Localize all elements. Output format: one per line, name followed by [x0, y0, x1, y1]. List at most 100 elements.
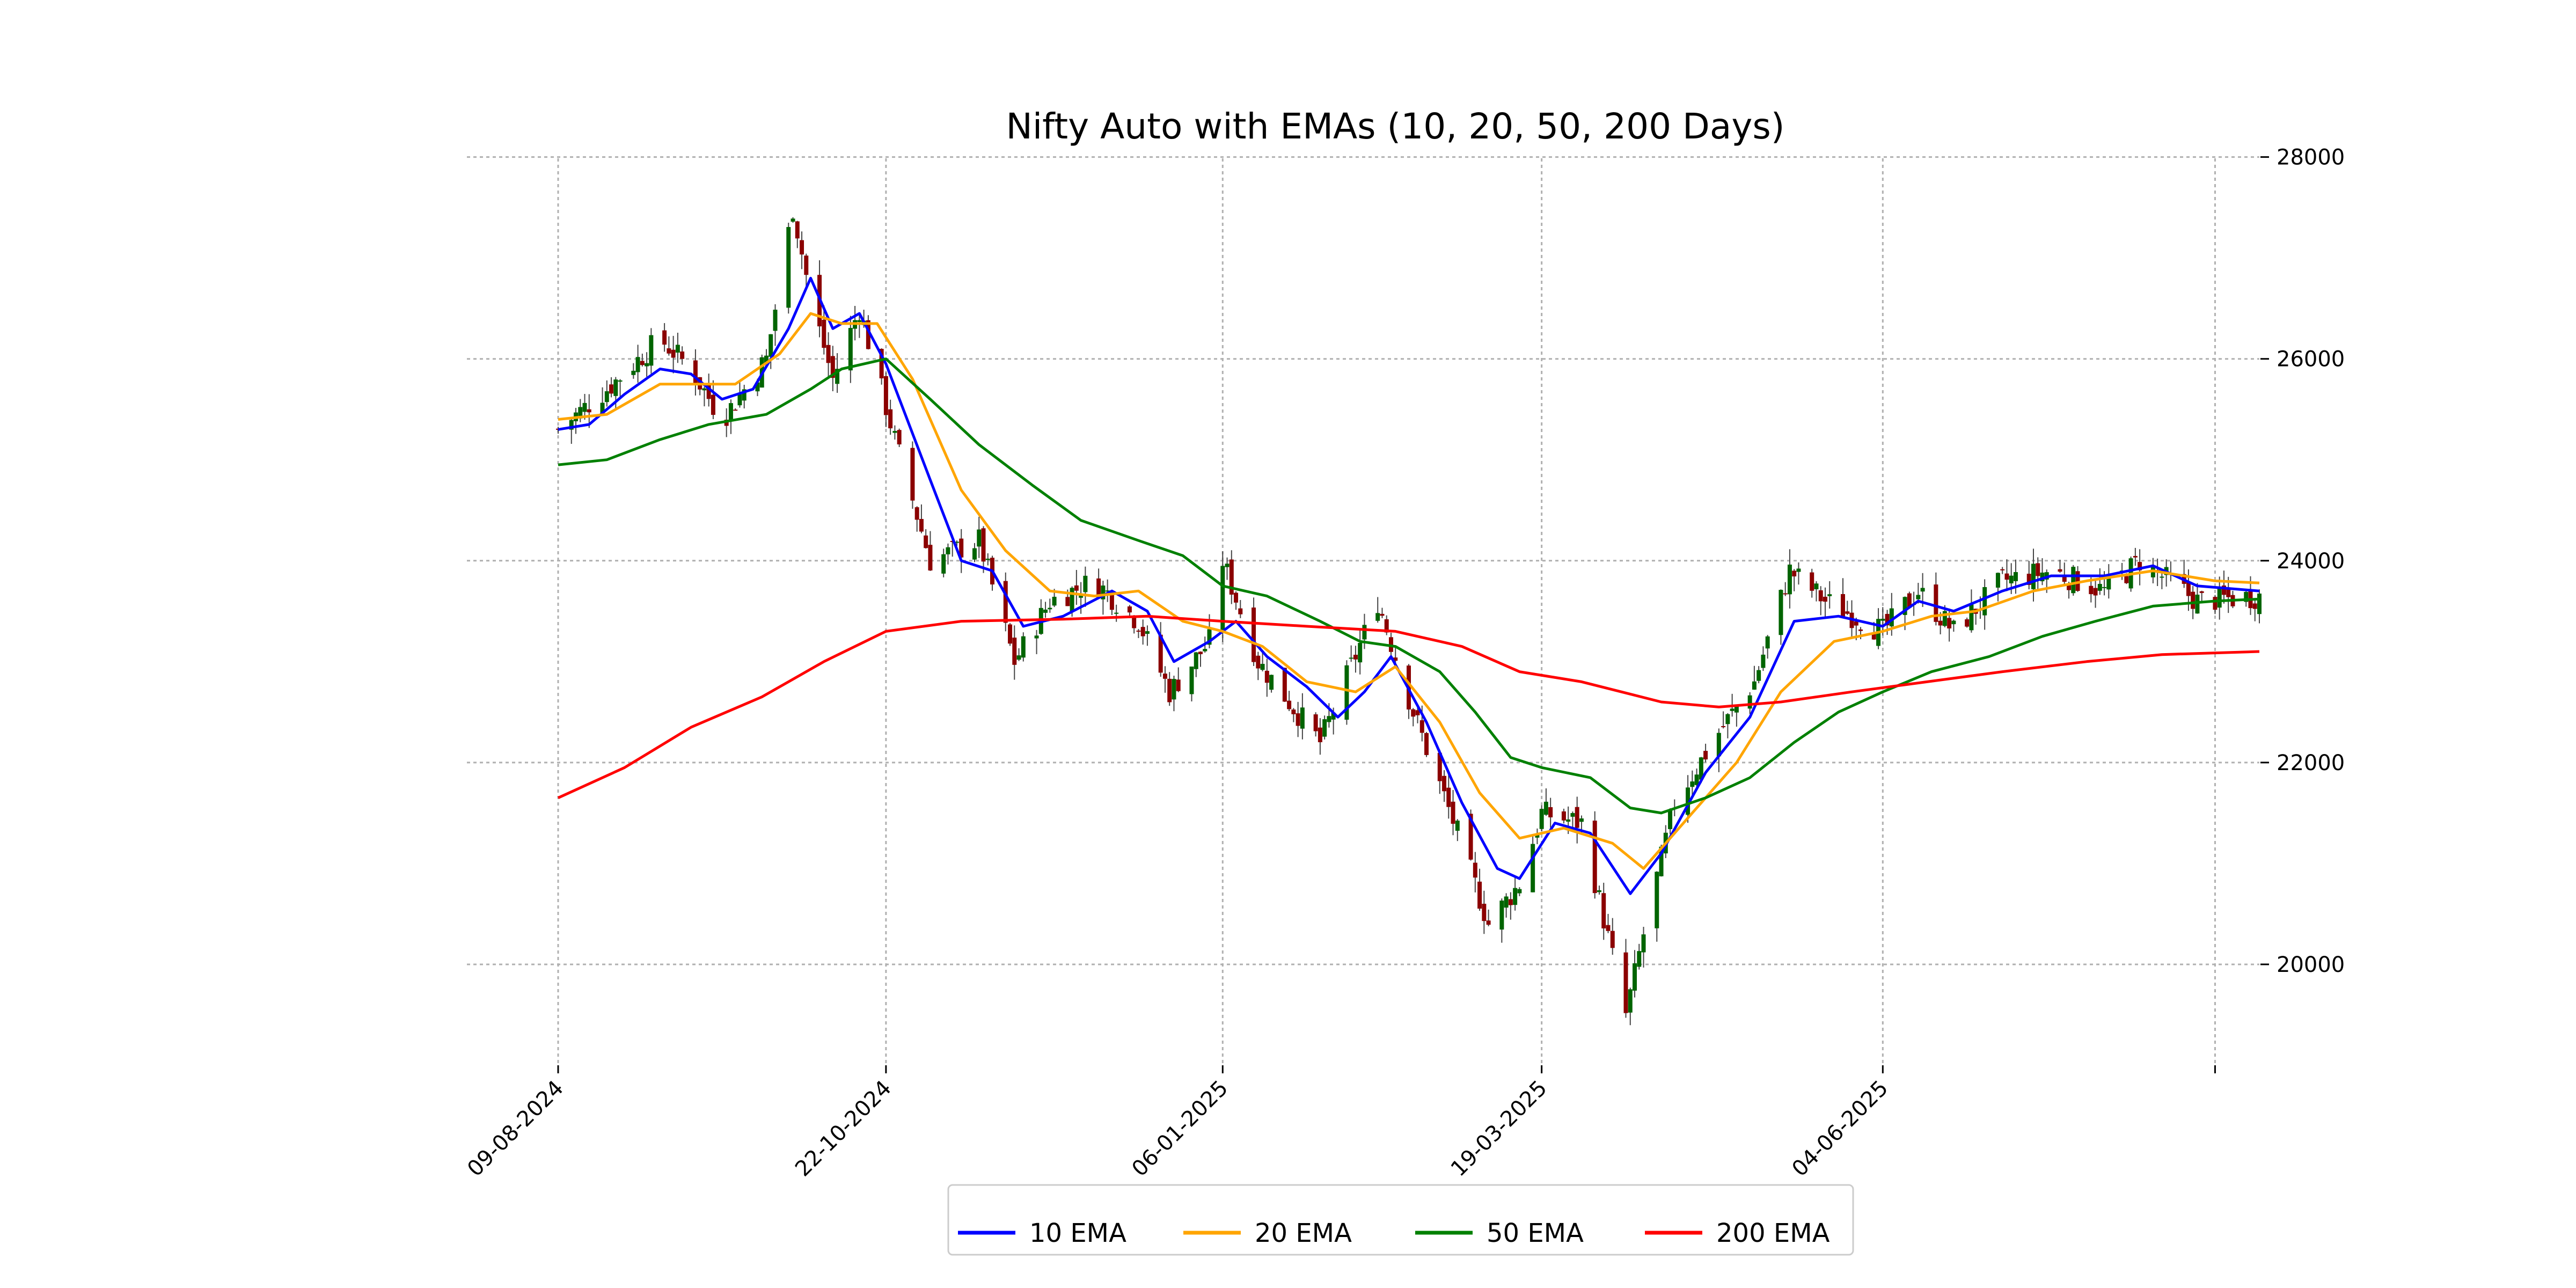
candle-up — [742, 389, 747, 401]
candle-up — [2244, 591, 2249, 602]
candle-down — [1162, 674, 1167, 679]
candle-up — [604, 391, 609, 402]
candle-up — [631, 370, 636, 375]
candle-up — [1207, 629, 1212, 645]
candle-up — [1269, 675, 1274, 690]
candle-down — [1291, 709, 1296, 714]
candle-down — [1380, 613, 1385, 616]
candle-up — [1690, 781, 1695, 787]
candle-up — [1539, 809, 1544, 829]
candle-down — [879, 349, 884, 378]
candle-up — [618, 380, 623, 382]
candle-up — [1747, 695, 1752, 709]
candle-down — [1256, 655, 1261, 669]
candle-down — [950, 540, 955, 542]
candle-down — [1854, 621, 1858, 626]
candle-up — [1331, 712, 1336, 720]
candle-up — [1517, 889, 1522, 894]
candle-down — [1965, 619, 1970, 627]
candle-up — [835, 369, 840, 384]
candle-up — [1260, 664, 1265, 670]
candle-down — [1473, 862, 1477, 878]
candle-up — [1016, 655, 1021, 660]
candle-down — [1393, 657, 1398, 661]
candle-down — [914, 507, 919, 520]
candle-down — [693, 360, 698, 384]
candle-down — [1606, 925, 1611, 931]
candle-down — [800, 240, 804, 255]
candle-down — [830, 356, 835, 378]
candle-down — [1823, 596, 1827, 602]
candle-up — [635, 357, 640, 372]
candle-up — [2257, 594, 2262, 614]
candle-up — [1300, 707, 1305, 729]
candle-down — [2036, 563, 2040, 576]
candle-down — [795, 221, 800, 239]
candle-up — [1570, 813, 1575, 817]
candle-up — [857, 320, 862, 322]
candle-down — [1238, 608, 1243, 614]
y-tick-label: 22000 — [2277, 751, 2345, 775]
candle-up — [1814, 583, 1819, 590]
candle-down — [1508, 899, 1513, 905]
candle-up — [2102, 587, 2107, 588]
candle-down — [1907, 593, 1912, 608]
candle-down — [2252, 603, 2257, 609]
candle-up — [1637, 951, 1642, 967]
candle-up — [1499, 901, 1504, 930]
ema-line-50 — [558, 357, 2260, 815]
ema-line-200 — [557, 614, 2260, 799]
candle-down — [1810, 572, 1814, 591]
candle-up — [1566, 819, 1571, 822]
candle-up — [1942, 611, 1947, 626]
candle-down — [1252, 608, 1256, 662]
candle-up — [578, 407, 583, 419]
candle-down — [1468, 814, 1473, 860]
candle-down — [1012, 638, 1017, 665]
candle-down — [2089, 586, 2094, 595]
ema-lines-layer — [557, 276, 2260, 895]
candle-down — [680, 351, 685, 359]
candle-up — [1920, 588, 1925, 592]
legend-frame — [947, 1184, 1854, 1256]
candle-down — [1486, 920, 1491, 925]
candle-up — [1761, 654, 1766, 668]
legend-label-200-ema: 200 EMA — [1716, 1218, 1830, 1248]
candle-up — [1597, 890, 1601, 892]
candle-down — [897, 430, 902, 445]
candle-down — [981, 528, 986, 562]
x-tick-label: 19-03-2025 — [1446, 1076, 1552, 1182]
candle-up — [1114, 612, 1119, 614]
candle-down — [928, 545, 933, 571]
candle-down — [1353, 655, 1358, 660]
candle-up — [582, 402, 587, 412]
candle-up — [1513, 888, 1518, 905]
candle-up — [1765, 636, 1770, 649]
candle-up — [1641, 934, 1646, 953]
candle-up — [1327, 716, 1331, 722]
ema-line-20 — [558, 312, 2260, 870]
candle-up — [1916, 595, 1921, 599]
candle-down — [1229, 559, 1234, 595]
candle-down — [640, 361, 645, 365]
candle-down — [706, 383, 711, 399]
candle-up — [1344, 665, 1349, 720]
candle-down — [1575, 807, 1579, 828]
x-tick-label: 22-10-2024 — [791, 1076, 896, 1182]
candle-down — [1721, 726, 1726, 728]
candle-up — [954, 541, 959, 543]
candle-down — [1096, 578, 1101, 598]
candle-up — [702, 388, 707, 391]
candle-up — [786, 227, 791, 308]
candle-up — [946, 547, 950, 554]
candle-down — [1885, 613, 1890, 626]
candle-down — [888, 409, 893, 429]
candle-up — [1358, 642, 1363, 663]
candle-down — [1601, 893, 1606, 928]
candle-up — [941, 554, 946, 574]
candle-up — [1105, 590, 1110, 592]
candle-down — [1482, 904, 1487, 921]
candle-down — [1424, 733, 1429, 755]
candle-up — [1969, 604, 1974, 631]
candle-up — [1362, 625, 1367, 640]
